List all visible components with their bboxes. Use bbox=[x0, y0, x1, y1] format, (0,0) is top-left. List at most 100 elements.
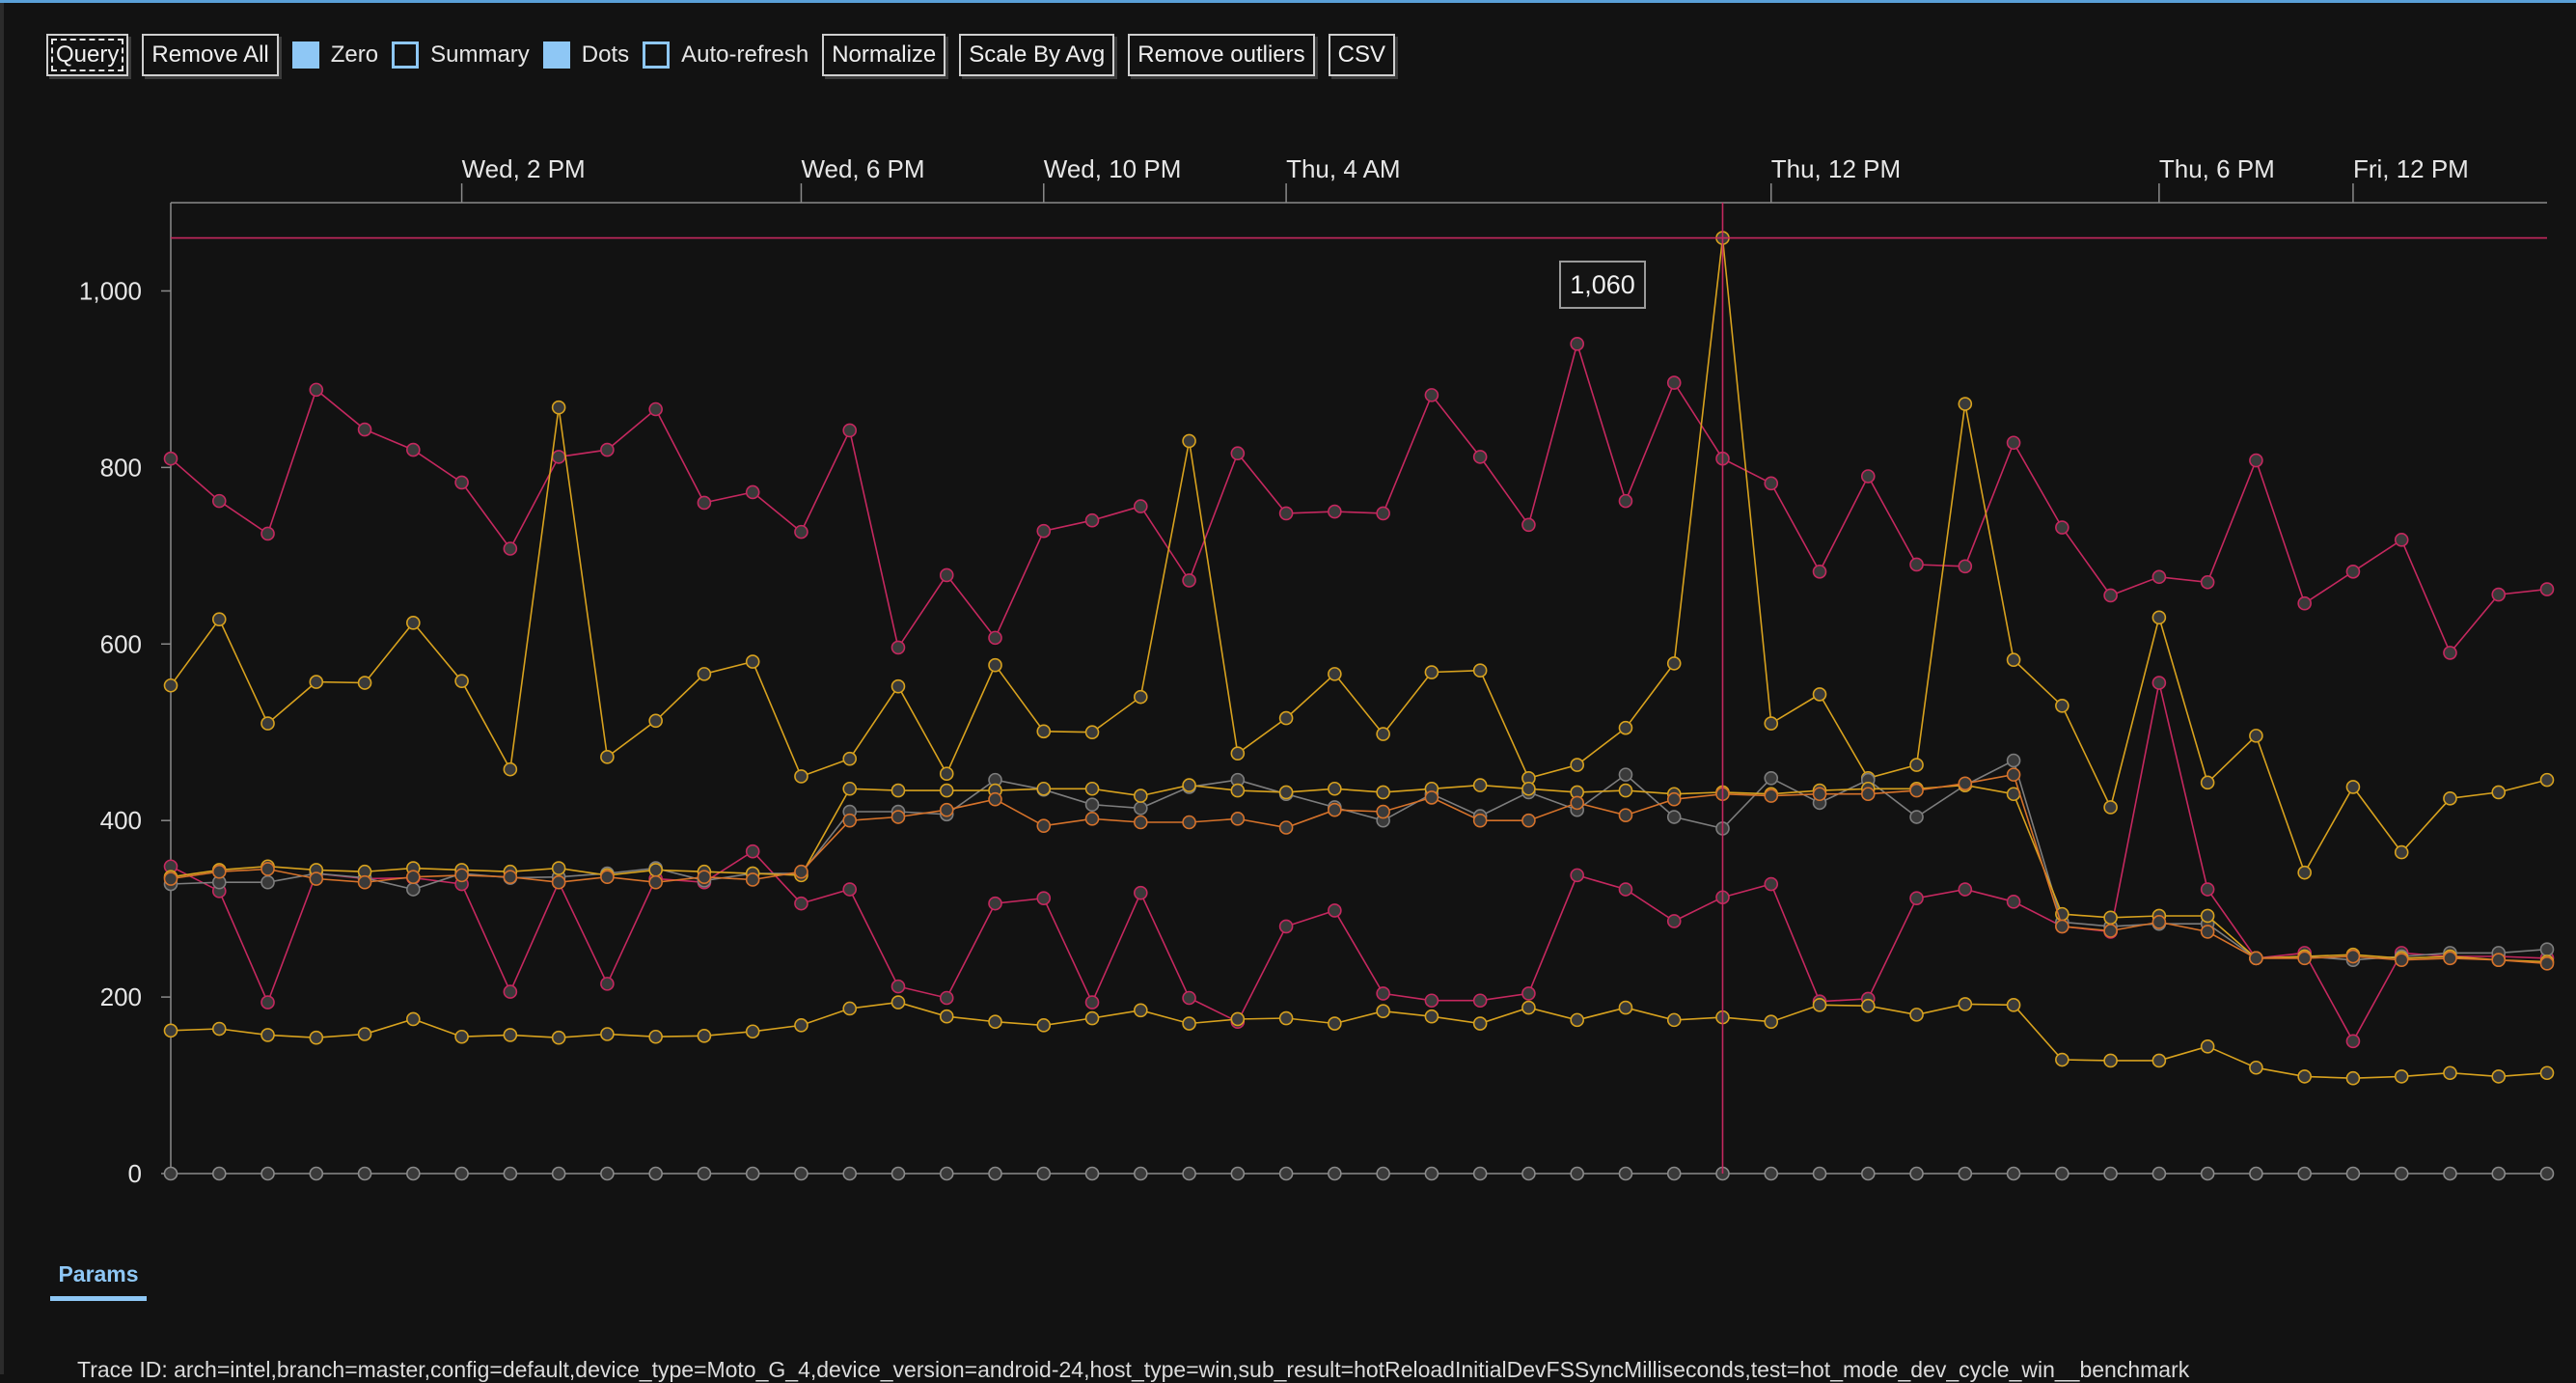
data-point[interactable] bbox=[1328, 667, 1342, 681]
data-point[interactable] bbox=[1812, 787, 1827, 802]
data-point[interactable] bbox=[1764, 770, 1779, 786]
data-point[interactable] bbox=[1666, 375, 1682, 390]
data-point[interactable] bbox=[2345, 1034, 2361, 1049]
data-point[interactable] bbox=[1230, 746, 1246, 761]
data-point[interactable] bbox=[1278, 1166, 1294, 1181]
data-point[interactable] bbox=[309, 871, 324, 886]
data-point[interactable] bbox=[503, 1166, 518, 1181]
data-point[interactable] bbox=[1230, 1011, 1246, 1027]
data-point[interactable] bbox=[1134, 689, 1148, 705]
data-point[interactable] bbox=[988, 1014, 1002, 1029]
data-point[interactable] bbox=[1084, 1166, 1100, 1181]
data-point[interactable] bbox=[1182, 778, 1196, 792]
data-point[interactable] bbox=[2055, 698, 2069, 713]
data-point[interactable] bbox=[1084, 1010, 1100, 1026]
data-point[interactable] bbox=[1618, 1000, 1633, 1015]
data-point[interactable] bbox=[1328, 1166, 1342, 1181]
data-point[interactable] bbox=[211, 612, 227, 626]
data-point[interactable] bbox=[2055, 1166, 2069, 1181]
data-point[interactable] bbox=[163, 1166, 178, 1181]
data-point[interactable] bbox=[1036, 724, 1052, 739]
data-point[interactable] bbox=[2443, 1065, 2457, 1081]
data-point[interactable] bbox=[2443, 646, 2457, 660]
data-point[interactable] bbox=[1812, 564, 1827, 579]
data-point[interactable] bbox=[1036, 781, 1052, 796]
data-point[interactable] bbox=[1376, 506, 1390, 521]
data-point[interactable] bbox=[988, 657, 1002, 673]
data-point[interactable] bbox=[1472, 778, 1488, 792]
data-point[interactable] bbox=[309, 382, 324, 398]
data-point[interactable] bbox=[406, 870, 421, 885]
data-point[interactable] bbox=[939, 1166, 954, 1181]
series-gold-upper[interactable] bbox=[163, 231, 2555, 880]
data-point[interactable] bbox=[2345, 780, 2361, 794]
data-point[interactable] bbox=[1860, 469, 1876, 484]
data-point[interactable] bbox=[1376, 986, 1390, 1001]
data-point[interactable] bbox=[1328, 781, 1342, 796]
data-point[interactable] bbox=[891, 810, 906, 824]
data-point[interactable] bbox=[1424, 665, 1439, 679]
data-point[interactable] bbox=[1909, 758, 1924, 772]
data-point[interactable] bbox=[2297, 1069, 2312, 1084]
data-point[interactable] bbox=[1570, 337, 1584, 351]
data-point[interactable] bbox=[1764, 1166, 1779, 1181]
data-point[interactable] bbox=[794, 1166, 808, 1181]
data-point[interactable] bbox=[1909, 783, 1924, 798]
data-point[interactable] bbox=[2491, 785, 2507, 800]
data-point[interactable] bbox=[1958, 882, 1973, 897]
data-point[interactable] bbox=[1328, 903, 1342, 918]
data-point[interactable] bbox=[2539, 1065, 2555, 1081]
data-point[interactable] bbox=[357, 874, 372, 890]
data-point[interactable] bbox=[406, 616, 421, 630]
data-point[interactable] bbox=[2345, 1166, 2361, 1181]
data-point[interactable] bbox=[2103, 588, 2118, 603]
data-point[interactable] bbox=[551, 1030, 566, 1045]
data-point[interactable] bbox=[260, 874, 275, 890]
series-pink-lower[interactable] bbox=[163, 676, 2555, 1049]
data-point[interactable] bbox=[988, 630, 1002, 646]
data-point[interactable] bbox=[1036, 818, 1052, 833]
data-point[interactable] bbox=[697, 1029, 712, 1043]
data-point[interactable] bbox=[1618, 493, 1633, 509]
data-point[interactable] bbox=[2297, 595, 2312, 611]
data-point[interactable] bbox=[2006, 652, 2021, 668]
data-point[interactable] bbox=[2394, 1069, 2409, 1084]
data-point[interactable] bbox=[2151, 676, 2167, 690]
data-point[interactable] bbox=[1570, 1166, 1584, 1181]
data-point[interactable] bbox=[745, 872, 760, 887]
data-point[interactable] bbox=[163, 451, 178, 466]
data-point[interactable] bbox=[1036, 891, 1052, 905]
data-point[interactable] bbox=[406, 1166, 421, 1181]
data-point[interactable] bbox=[891, 979, 906, 994]
data-point[interactable] bbox=[2539, 942, 2555, 957]
data-point[interactable] bbox=[1182, 1166, 1196, 1181]
data-point[interactable] bbox=[1230, 446, 1246, 461]
data-point[interactable] bbox=[2297, 951, 2312, 966]
dots-checkbox[interactable]: Dots bbox=[542, 41, 629, 69]
data-point[interactable] bbox=[2055, 520, 2069, 535]
data-point[interactable] bbox=[939, 766, 954, 782]
data-point[interactable] bbox=[1666, 914, 1682, 928]
data-point[interactable] bbox=[2103, 800, 2118, 815]
data-point[interactable] bbox=[600, 870, 615, 885]
data-point[interactable] bbox=[551, 400, 566, 415]
data-point[interactable] bbox=[1376, 727, 1390, 741]
plot-chart[interactable]: Wed, 2 PM Wed, 6 PM Wed, 10 PM Thu, 4 AM Thu… bbox=[0, 0, 2576, 1245]
data-point[interactable] bbox=[745, 654, 760, 669]
data-point[interactable] bbox=[2103, 1053, 2118, 1068]
data-point[interactable] bbox=[988, 791, 1002, 807]
data-point[interactable] bbox=[357, 1166, 372, 1181]
data-point[interactable] bbox=[1376, 1166, 1390, 1181]
remove-all-button[interactable]: Remove All bbox=[142, 34, 279, 76]
data-point[interactable] bbox=[1521, 813, 1536, 828]
csv-button[interactable]: CSV bbox=[1328, 34, 1395, 76]
data-point[interactable] bbox=[1134, 788, 1148, 803]
data-point[interactable] bbox=[1036, 1166, 1052, 1181]
data-point[interactable] bbox=[842, 781, 858, 796]
data-point[interactable] bbox=[891, 640, 906, 655]
data-point[interactable] bbox=[2200, 1166, 2215, 1181]
data-point[interactable] bbox=[503, 1028, 518, 1042]
data-point[interactable] bbox=[1036, 1018, 1052, 1033]
data-point[interactable] bbox=[1036, 523, 1052, 539]
normalize-button[interactable]: Normalize bbox=[822, 34, 946, 76]
